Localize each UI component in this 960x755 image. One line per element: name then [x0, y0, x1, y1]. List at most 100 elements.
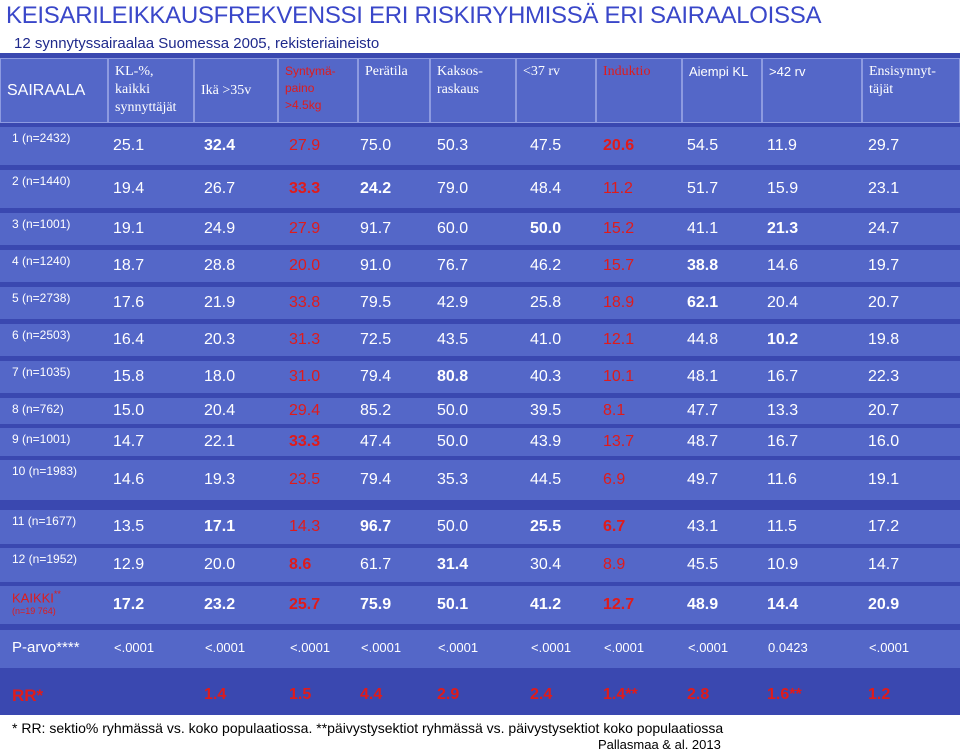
table-cell: 44.8 — [687, 331, 719, 348]
table-cell: 48.4 — [530, 180, 562, 197]
row-label: 9 (n=1001) — [12, 432, 71, 446]
table-cell: 13.3 — [767, 402, 799, 419]
table-cell: 21.9 — [204, 294, 236, 311]
header-kl-line2: kaikki — [115, 82, 150, 97]
row-label: 11 (n=1677) — [12, 514, 77, 528]
table-cell: 10.2 — [767, 331, 799, 348]
table-cell: 46.2 — [530, 257, 562, 274]
table-row: 9 (n=1001) 14.7 22.1 33.3 47.4 50.0 43.9 13.7 48… — [0, 428, 960, 458]
rr-cell: 1.2 — [868, 686, 891, 703]
table-cell: 28.8 — [204, 257, 236, 274]
kaikki-cell: 25.7 — [289, 596, 321, 613]
table-cell: 79.4 — [360, 368, 392, 385]
table-cell: 12.9 — [113, 556, 145, 573]
header-kl-line1: KL-%, — [115, 64, 154, 79]
rr-label: RR* — [12, 686, 44, 705]
pvalue-cell: <.0001 — [205, 640, 246, 655]
kaikki-cell: 23.2 — [204, 596, 236, 613]
pvalue-cell: <.0001 — [531, 640, 572, 655]
table-cell: 24.2 — [360, 180, 392, 197]
table-cell: 14.6 — [113, 471, 145, 488]
table-cell: 47.5 — [530, 137, 562, 154]
table-cell: 23.5 — [289, 471, 321, 488]
table-row: 11 (n=1677) 13.5 17.1 14.3 96.7 50.0 25.5 6.7 43… — [0, 510, 960, 546]
table-cell: 62.1 — [687, 294, 719, 311]
row-label: 7 (n=1035) — [12, 365, 71, 379]
table-cell: 38.8 — [687, 257, 719, 274]
header-syntymapaino: Syntymä- paino >4.5kg — [278, 58, 358, 123]
header-kaksos-line1: Kaksos- — [437, 64, 483, 79]
table-cell: 75.0 — [360, 137, 392, 154]
table-cell: 48.1 — [687, 368, 719, 385]
table-cell: 20.7 — [868, 402, 900, 419]
table-cell: 11.2 — [603, 180, 633, 197]
table-cell: 14.7 — [868, 556, 900, 573]
table-cell: 18.0 — [204, 368, 236, 385]
table-cell: 50.0 — [437, 433, 469, 450]
table-cell: 80.8 — [437, 368, 469, 385]
header-syntymapaino-line1: Syntymä- — [285, 64, 336, 78]
table-cell: 20.4 — [204, 402, 236, 419]
table-cell: 44.5 — [530, 471, 562, 488]
table-cell: 11.5 — [767, 518, 797, 535]
table-cell: 61.7 — [360, 556, 392, 573]
table-cell: 32.4 — [204, 137, 236, 154]
table-cell: 33.8 — [289, 294, 321, 311]
table-cell: 19.1 — [113, 220, 145, 237]
table-cell: 25.5 — [530, 518, 562, 535]
table-cell: 8.1 — [603, 402, 626, 419]
table-cell: 15.8 — [113, 368, 145, 385]
table-cell: 79.0 — [437, 180, 469, 197]
table-cell: 50.3 — [437, 137, 469, 154]
row-label: 5 (n=2738) — [12, 291, 71, 305]
table-cell: 23.1 — [868, 180, 900, 197]
table-cell: 15.9 — [767, 180, 799, 197]
kaikki-cell: 50.1 — [437, 596, 469, 613]
table-cell: 50.0 — [530, 220, 562, 237]
page-title: KEISARILEIKKAUSFREKVENSSI ERI RISKIRYHMI… — [6, 2, 822, 29]
header-kl-line3: synnyttäjät — [115, 100, 177, 115]
table-cell: 49.7 — [687, 471, 719, 488]
table-row: 2 (n=1440) 19.4 26.7 33.3 24.2 79.0 48.4 11.2 51… — [0, 170, 960, 210]
table-cell: 21.3 — [767, 220, 799, 237]
table-cell: 19.1 — [868, 471, 900, 488]
table-cell: 43.5 — [437, 331, 469, 348]
table-cell: 41.1 — [687, 220, 719, 237]
table-cell: 8.6 — [289, 556, 312, 573]
header-ensi-line2: täjät — [869, 82, 894, 97]
table-cell: 20.3 — [204, 331, 236, 348]
pvalue-cell: <.0001 — [361, 640, 402, 655]
kaikki-row: KAIKKI** (n=19 764) 17.2 23.2 25.7 75.9 50.1 41… — [0, 586, 960, 626]
pvalue-cell: <.0001 — [869, 640, 910, 655]
table-cell: 51.7 — [687, 180, 719, 197]
table-cell: 20.4 — [767, 294, 799, 311]
table-cell: 31.4 — [437, 556, 469, 573]
kaikki-cell: 12.7 — [603, 596, 635, 613]
table-cell: 17.2 — [868, 518, 900, 535]
footnote: * RR: sektio% ryhmässä vs. koko populaat… — [12, 720, 724, 736]
pvalue-cell: <.0001 — [290, 640, 331, 655]
header-syntymapaino-line3: >4.5kg — [285, 98, 322, 112]
table-cell: 20.7 — [868, 294, 900, 311]
table-cell: 17.1 — [204, 518, 236, 535]
pvalue-cell: <.0001 — [114, 640, 155, 655]
table-cell: 85.2 — [360, 402, 392, 419]
table-cell: 79.4 — [360, 471, 392, 488]
rr-cell: 1.4** — [603, 686, 638, 703]
table-cell: 91.7 — [360, 220, 392, 237]
table-cell: 13.7 — [603, 433, 635, 450]
table-cell: 27.9 — [289, 137, 321, 154]
rr-cell: 2.9 — [437, 686, 460, 703]
table-cell: 10.9 — [767, 556, 799, 573]
table-cell: 48.7 — [687, 433, 719, 450]
table-row: 4 (n=1240) 18.7 28.8 20.0 91.0 76.7 46.2 15.7 38… — [0, 250, 960, 284]
table-cell: 91.0 — [360, 257, 392, 274]
table-cell: 31.3 — [289, 331, 321, 348]
table-cell: 47.4 — [360, 433, 392, 450]
row-label: 2 (n=1440) — [12, 174, 71, 188]
kaikki-cell: 17.2 — [113, 596, 145, 613]
table-cell: 6.9 — [603, 471, 626, 488]
table-cell: 47.7 — [687, 402, 719, 419]
table-cell: 11.6 — [767, 471, 797, 488]
table-cell: 40.3 — [530, 368, 562, 385]
